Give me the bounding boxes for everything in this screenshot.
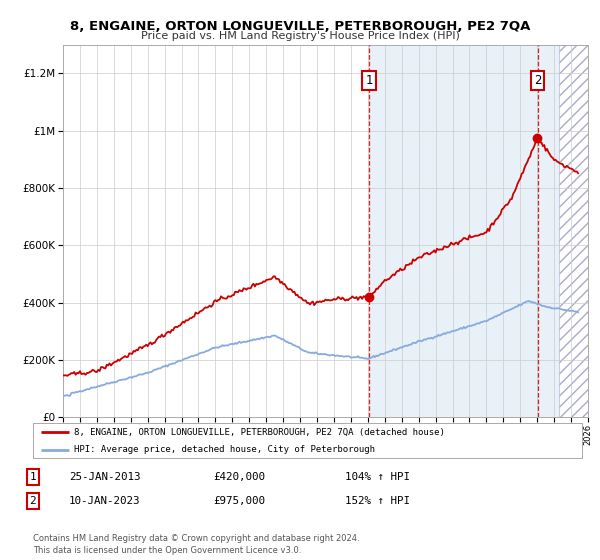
Bar (559, 45, 593, 417)
Bar (369, 45, 588, 417)
Text: £420,000: £420,000 (213, 472, 265, 482)
Text: 1: 1 (29, 472, 37, 482)
Text: Price paid vs. HM Land Registry's House Price Index (HPI): Price paid vs. HM Land Registry's House … (140, 31, 460, 41)
Text: 25-JAN-2013: 25-JAN-2013 (69, 472, 140, 482)
Text: Contains HM Land Registry data © Crown copyright and database right 2024.
This d: Contains HM Land Registry data © Crown c… (33, 534, 359, 555)
Text: £975,000: £975,000 (213, 496, 265, 506)
Text: HPI: Average price, detached house, City of Peterborough: HPI: Average price, detached house, City… (74, 445, 375, 454)
Bar (369, 45, 559, 417)
Text: 10-JAN-2023: 10-JAN-2023 (69, 496, 140, 506)
Text: 8, ENGAINE, ORTON LONGUEVILLE, PETERBOROUGH, PE2 7QA (detached house): 8, ENGAINE, ORTON LONGUEVILLE, PETERBORO… (74, 428, 445, 437)
Text: 152% ↑ HPI: 152% ↑ HPI (345, 496, 410, 506)
Text: 8, ENGAINE, ORTON LONGUEVILLE, PETERBOROUGH, PE2 7QA: 8, ENGAINE, ORTON LONGUEVILLE, PETERBORO… (70, 20, 530, 32)
Text: 2: 2 (534, 74, 541, 87)
Text: 104% ↑ HPI: 104% ↑ HPI (345, 472, 410, 482)
Text: 2: 2 (29, 496, 37, 506)
Text: 1: 1 (365, 74, 373, 87)
